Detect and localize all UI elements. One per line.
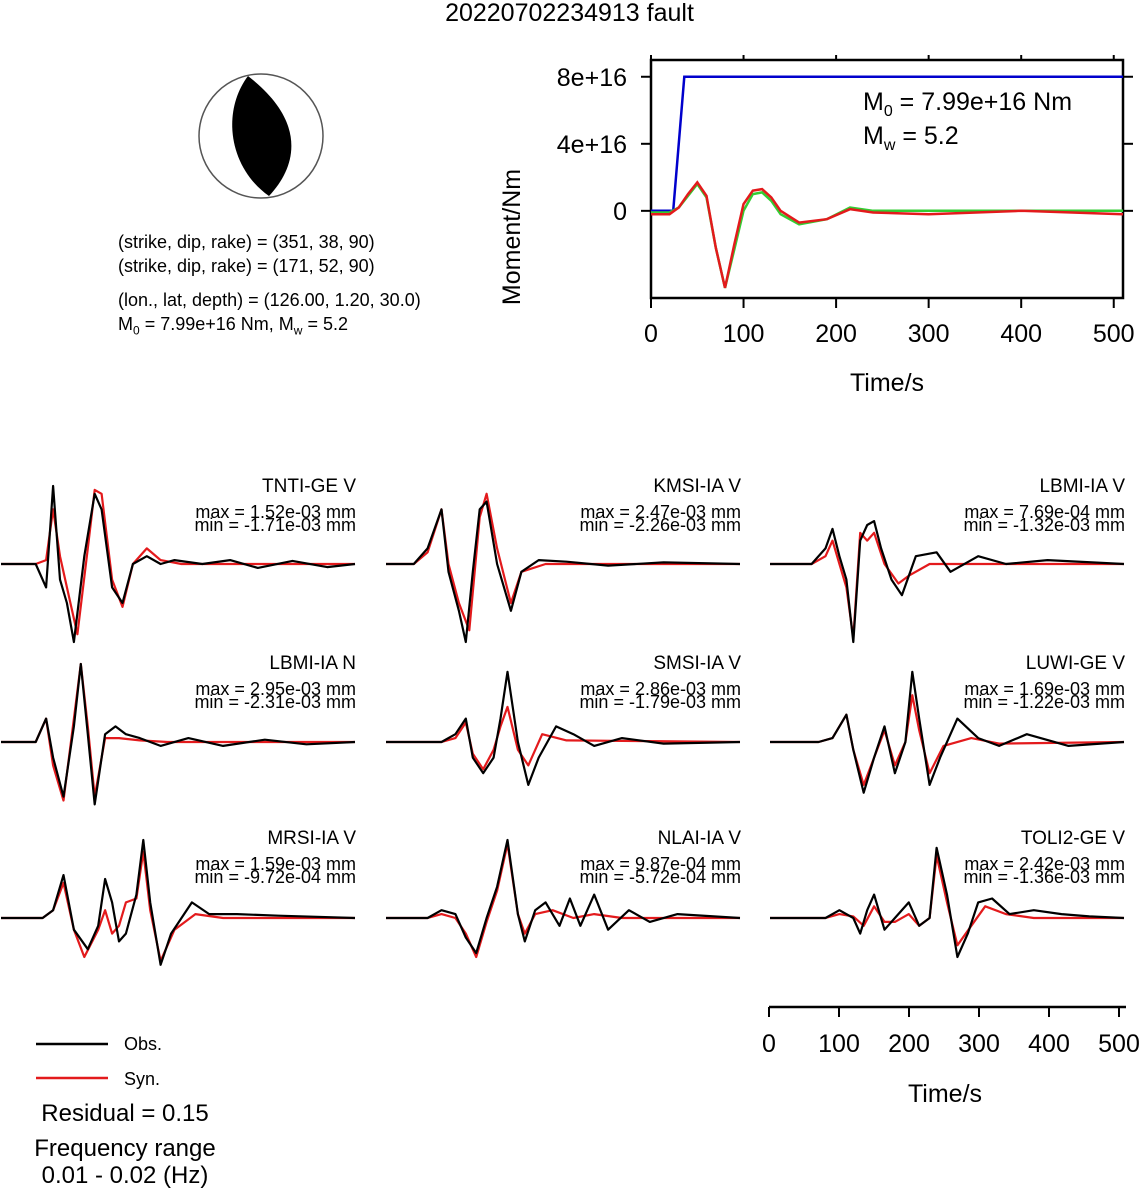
frequency-title: Frequency range [34, 1135, 216, 1162]
observed-trace [1, 662, 356, 806]
moment-ytick-label: 0 [613, 198, 627, 226]
station-waveform [770, 670, 1125, 794]
observed-trace [386, 500, 741, 644]
observed-trace [770, 846, 1125, 959]
moment-ytick-label: 4e+16 [557, 131, 627, 159]
station-waveform [1, 484, 356, 644]
station-max: max = 2.86e-03 mm [580, 679, 741, 699]
station-panel: LBMI-IA N max = 2.95e-03 mm min = -2.31e-0… [0, 653, 356, 828]
time-axis-label: Time/s [908, 1080, 982, 1108]
mechanism-location: (lon., lat, depth) = (126.00, 1.20, 30.0… [118, 290, 421, 310]
mechanism-plane-1: (strike, dip, rake) = (351, 38, 90) [118, 232, 375, 252]
station-name: LBMI-IA N [269, 653, 356, 674]
station-min: min = -9.72e-04 mm [194, 867, 356, 887]
beachball-compression [232, 76, 292, 196]
moment-plot-frame [649, 58, 1125, 300]
moment-xtick-label: 200 [815, 320, 857, 348]
station-max: max = 2.42e-03 mm [964, 854, 1125, 874]
station-panel: NLAI-IA V max = 9.87e-04 mm min = -5.72e-0… [385, 828, 741, 1003]
station-name: MRSI-IA V [267, 828, 356, 849]
legend-swatches [36, 1042, 108, 1080]
station-name: TNTI-GE V [262, 476, 356, 497]
station-max: max = 2.95e-03 mm [195, 679, 356, 699]
station-name: LBMI-IA V [1039, 476, 1125, 497]
beachball [198, 73, 324, 199]
time-axis-ticks: 0 100 200 300 400 500 [762, 1005, 1139, 1058]
station-name: NLAI-IA V [657, 828, 741, 849]
mechanism-moment: M0 = 7.99e+16 Nm, Mw = 5.2 [118, 314, 348, 338]
moment-series-2 [651, 180, 1124, 289]
time-axis-tick-label: 500 [1098, 1030, 1139, 1058]
time-axis-tick-label: 200 [888, 1030, 930, 1058]
frequency-range: 0.01 - 0.02 (Hz) [41, 1162, 209, 1189]
station-max: max = 1.59e-03 mm [195, 854, 356, 874]
station-min: min = -1.32e-03 mm [963, 515, 1125, 535]
moment-xtick-label: 100 [723, 320, 765, 348]
observed-trace [770, 519, 1125, 644]
station-min: min = -1.36e-03 mm [963, 867, 1125, 887]
observed-trace [386, 670, 741, 786]
station-max: max = 7.69e-04 mm [964, 502, 1125, 522]
moment-annot-m0: M0 = 7.99e+16 Nm [863, 88, 1072, 120]
time-axis-tick-label: 0 [762, 1030, 776, 1058]
station-panel: KMSI-IA V max = 2.47e-03 mm min = -2.26e-0… [385, 476, 741, 651]
station-waveform [770, 846, 1125, 959]
moment-xtick-label: 500 [1093, 320, 1135, 348]
station-min: min = -5.72e-04 mm [579, 867, 741, 887]
station-panel: MRSI-IA V max = 1.59e-03 mm min = -9.72e-0… [0, 828, 356, 1003]
synthetic-trace [770, 531, 1124, 640]
moment-ylabel: Moment/Nm [498, 169, 526, 305]
station-name: KMSI-IA V [653, 476, 741, 497]
moment-xlabel: Time/s [850, 369, 924, 397]
station-max: max = 2.47e-03 mm [580, 502, 741, 522]
station-min: min = -1.22e-03 mm [963, 692, 1125, 712]
time-axis: 0 100 200 300 400 500 Time/s [762, 1005, 1139, 1108]
station-max: max = 1.69e-03 mm [964, 679, 1125, 699]
moment-ytick-label: 8e+16 [557, 64, 627, 92]
time-axis-tick-label: 400 [1028, 1030, 1070, 1058]
station-panel: TOLI2-GE V max = 2.42e-03 mm min = -1.36e-… [769, 828, 1125, 1003]
station-min: min = -1.71e-03 mm [194, 515, 356, 535]
station-min: min = -2.26e-03 mm [579, 515, 741, 535]
observed-trace [1, 484, 356, 644]
legend-syn-label: Syn. [124, 1069, 161, 1089]
station-panel: TNTI-GE V max = 1.52e-03 mm min = -1.71e-0… [0, 476, 356, 651]
station-panel: LUWI-GE V max = 1.69e-03 mm min = -1.22e-0… [769, 653, 1125, 828]
moment-series-0 [651, 75, 1123, 213]
mechanism-plane-2: (strike, dip, rake) = (171, 52, 90) [118, 256, 375, 276]
station-name: TOLI2-GE V [1020, 828, 1125, 849]
station-waveform [1, 662, 356, 806]
station-panel: LBMI-IA V max = 7.69e-04 mm min = -1.32e-0… [769, 476, 1125, 651]
station-name: SMSI-IA V [653, 653, 741, 674]
observed-trace [770, 670, 1125, 794]
page-title: 20220702234913 fault [445, 0, 694, 27]
legend-obs-label: Obs. [124, 1034, 163, 1054]
station-max: max = 9.87e-04 mm [580, 854, 741, 874]
moment-annot-mw: Mw = 5.2 [863, 122, 959, 154]
station-max: max = 1.52e-03 mm [195, 502, 356, 522]
moment-plot-lines [651, 75, 1124, 289]
observed-trace [1, 838, 356, 966]
station-waveform [386, 838, 741, 959]
station-min: min = -1.79e-03 mm [579, 692, 741, 712]
station-waveform [1, 838, 356, 966]
synthetic-trace [386, 705, 741, 771]
moment-xtick-label: 400 [1000, 320, 1042, 348]
moment-plot-ticks: 8e+16 4e+16 0 0 100 200 300 400 500 [557, 55, 1135, 348]
station-name: LUWI-GE V [1025, 653, 1125, 674]
observed-trace [386, 838, 741, 955]
time-axis-tick-label: 100 [818, 1030, 860, 1058]
residual-text: Residual = 0.15 [41, 1100, 209, 1127]
station-min: min = -2.31e-03 mm [194, 692, 356, 712]
station-panel: SMSI-IA V max = 2.86e-03 mm min = -1.79e-0… [385, 653, 741, 828]
time-axis-tick-label: 300 [958, 1030, 1000, 1058]
station-waveform [386, 670, 741, 786]
moment-plot: 8e+16 4e+16 0 0 100 200 300 400 500 Moment/Nm Ti… [498, 55, 1135, 397]
station-waveform [770, 519, 1125, 644]
station-waveform [386, 492, 741, 644]
moment-xtick-label: 300 [908, 320, 950, 348]
moment-xtick-label: 0 [644, 320, 658, 348]
